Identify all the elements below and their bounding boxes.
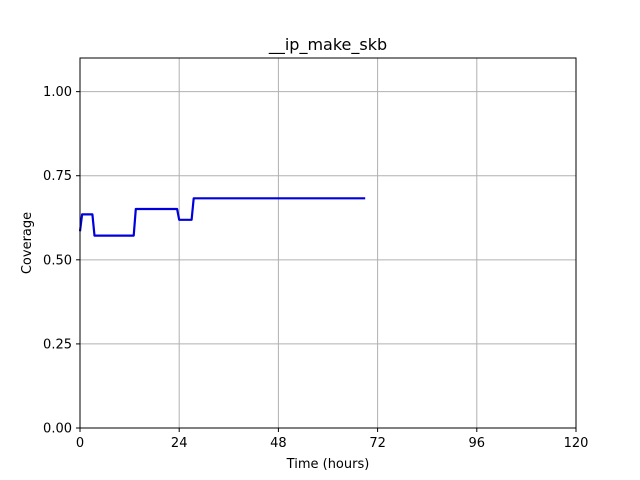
x-tick-label: 24 — [171, 436, 188, 451]
y-axis-label: Coverage — [20, 212, 35, 274]
coverage-series-line — [78, 197, 366, 237]
plot-frame — [79, 57, 577, 429]
x-tick-label: 72 — [369, 436, 386, 451]
y-tick-label: 0.50 — [43, 253, 72, 268]
x-tick-label: 96 — [469, 436, 486, 451]
y-tick-label: 0.25 — [43, 337, 72, 352]
grid — [79, 58, 577, 429]
series-layer — [78, 197, 366, 237]
x-tick-label: 120 — [564, 436, 589, 451]
y-tick-label: 0.00 — [43, 422, 72, 437]
y-tick-label: 0.75 — [43, 169, 72, 184]
chart-title: __ip_make_skb — [268, 35, 387, 55]
x-axis-label: Time (hours) — [286, 457, 370, 472]
x-tick-label: 0 — [76, 436, 84, 451]
y-tick-label: 1.00 — [43, 85, 72, 100]
axis-ticks: 0 24 48 72 96 120 0.00 0.25 0.50 0.75 1.00 — [43, 85, 588, 451]
x-tick-label: 48 — [270, 436, 287, 451]
